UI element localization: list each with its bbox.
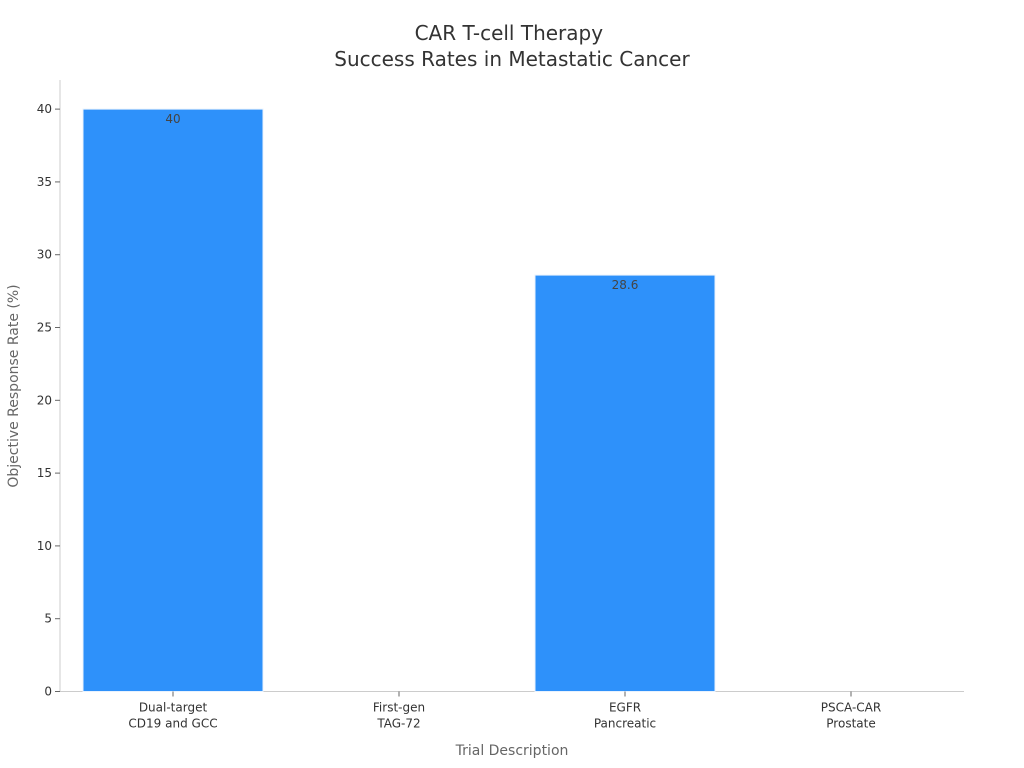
x-tick-label: PSCA-CAR Prostate	[821, 701, 881, 731]
y-tick-label: 20	[37, 393, 52, 407]
x-tick-label-line: TAG-72	[376, 717, 420, 731]
x-tick-label-line: PSCA-CAR	[821, 701, 881, 715]
x-tick-label: Dual-target CD19 and GCC	[128, 701, 217, 731]
bar	[82, 108, 264, 693]
y-tick-label: 25	[37, 321, 52, 335]
x-tick-label: First-gen TAG-72	[373, 701, 425, 731]
bar-data-label: 28.6	[612, 278, 639, 292]
x-tick-label-line: CD19 and GCC	[128, 717, 217, 731]
y-axis-title: Objective Response Rate (%)	[6, 284, 22, 487]
y-tick-label: 10	[37, 539, 52, 553]
y-tick-label: 5	[44, 612, 52, 626]
x-tick-label-line: EGFR	[609, 701, 641, 715]
x-axis-title: Trial Description	[455, 743, 569, 759]
y-tick-label: 35	[37, 175, 52, 189]
y-tick-label: 40	[37, 102, 52, 116]
x-tick-label-line: Prostate	[826, 717, 875, 731]
bar-data-label: 40	[165, 112, 180, 126]
y-tick-label: 15	[37, 466, 52, 480]
x-tick-label-line: First-gen	[373, 701, 425, 715]
x-tick-label-line: Dual-target	[139, 701, 208, 715]
x-tick-label-line: Pancreatic	[594, 717, 656, 731]
y-tick-label: 30	[37, 248, 52, 262]
plot-area: 0 5 10 15 20 25 30 35 40 40 Dual-target CD19 and GC…	[37, 80, 964, 731]
chart-title-line-2: Success Rates in Metastatic Cancer	[334, 47, 690, 71]
bar	[534, 274, 716, 692]
y-tick-label: 0	[44, 685, 52, 699]
x-tick-label: EGFR Pancreatic	[594, 701, 656, 731]
chart-title-line-1: CAR T-cell Therapy	[415, 21, 604, 45]
chart-title: CAR T-cell Therapy Success Rates in Meta…	[334, 21, 690, 71]
